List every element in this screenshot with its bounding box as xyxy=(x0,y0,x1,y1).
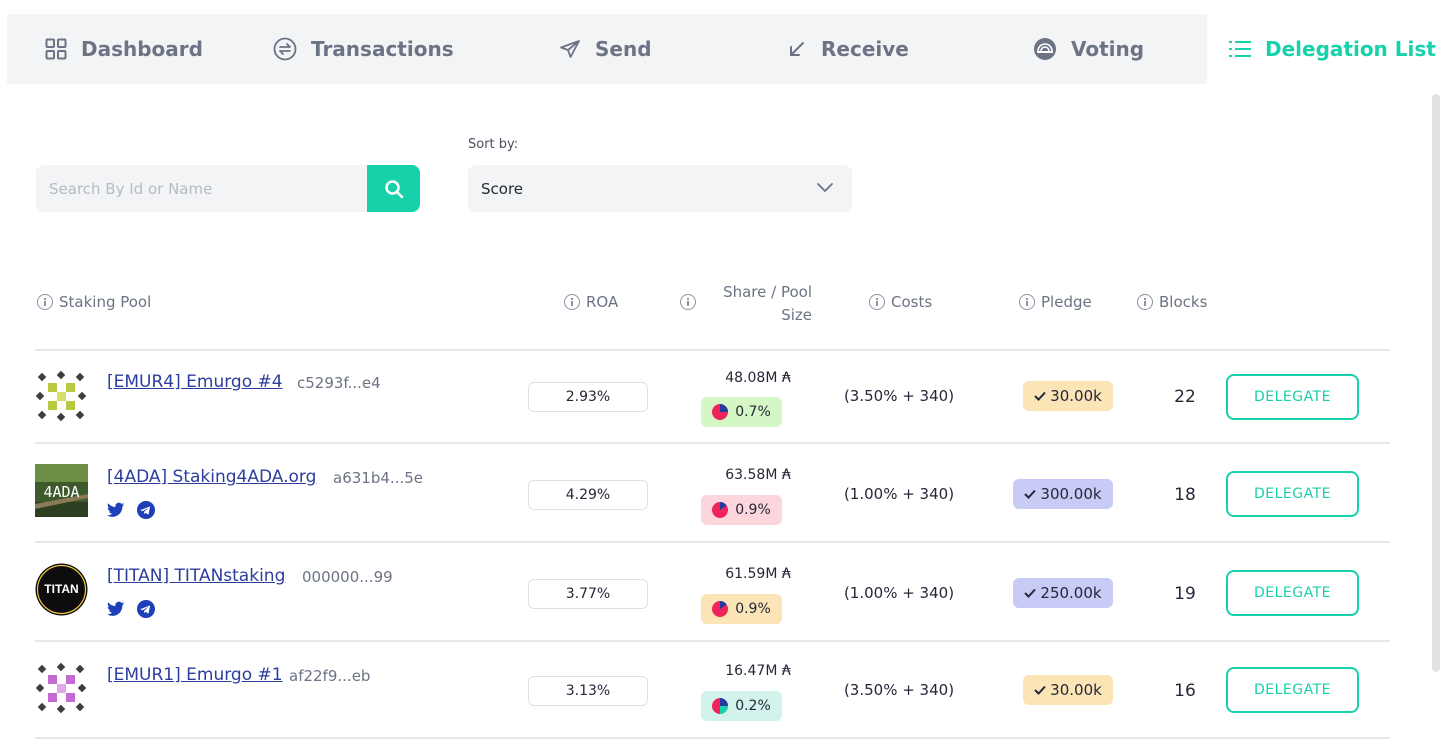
blocks-value: 18 xyxy=(1174,485,1196,505)
pledge-badge: 300.00k xyxy=(1013,479,1113,509)
header-staking-pool: Staking Pool xyxy=(37,293,151,311)
tab-delegation-list[interactable]: Delegation List xyxy=(1229,14,1436,84)
voting-icon xyxy=(1033,37,1057,61)
blocks-value: 22 xyxy=(1174,387,1196,407)
svg-text:4ADA: 4ADA xyxy=(43,483,79,501)
roa-value: 2.93% xyxy=(528,382,648,412)
twitter-icon[interactable] xyxy=(107,600,125,618)
send-icon xyxy=(559,38,581,60)
pool-id: c5293f...e4 xyxy=(297,374,381,392)
emurgo-green-logo xyxy=(35,370,87,422)
delegate-button[interactable]: DELEGATE xyxy=(1226,570,1359,616)
table-row: [EMUR1] Emurgo #1 af22f9...eb 3.13% 16.4… xyxy=(35,640,1390,737)
info-icon[interactable] xyxy=(1019,294,1035,310)
delegate-button[interactable]: DELEGATE xyxy=(1226,667,1359,713)
sort-value: Score xyxy=(481,179,524,198)
tab-label: Receive xyxy=(821,37,909,61)
check-icon xyxy=(1024,588,1037,598)
table-row: [EMUR4] Emurgo #4 c5293f...e4 2.93% 48.0… xyxy=(35,349,1390,444)
pool-id: 000000...99 xyxy=(302,568,393,586)
table-row: TITAN [TITAN] TITANstaking 000000...99 3… xyxy=(35,541,1390,640)
check-icon xyxy=(1024,489,1037,499)
search-input[interactable] xyxy=(36,165,368,212)
pledge-badge: 30.00k xyxy=(1023,381,1113,411)
search-icon xyxy=(384,179,403,198)
pool-size: 48.08M ₳ xyxy=(725,370,791,386)
telegram-icon[interactable] xyxy=(137,600,155,618)
telegram-icon[interactable] xyxy=(137,501,155,519)
info-icon[interactable] xyxy=(680,294,696,310)
tab-label: Transactions xyxy=(311,37,454,61)
roa-value: 3.77% xyxy=(528,579,648,609)
receive-icon xyxy=(787,39,807,59)
dashboard-icon xyxy=(45,38,67,60)
info-icon[interactable] xyxy=(869,294,885,310)
pool-size: 63.58M ₳ xyxy=(725,467,791,483)
pledge-badge: 30.00k xyxy=(1023,675,1113,705)
header-blocks: Blocks xyxy=(1137,293,1207,311)
info-icon[interactable] xyxy=(1137,294,1153,310)
tab-label: Send xyxy=(595,37,652,61)
pool-id: a631b4...5e xyxy=(333,469,423,487)
pool-name-link[interactable]: [TITAN] TITANstaking xyxy=(107,566,286,586)
info-icon[interactable] xyxy=(37,294,53,310)
delegate-button[interactable]: DELEGATE xyxy=(1226,471,1359,517)
roa-value: 3.13% xyxy=(528,676,648,706)
pie-chart-icon xyxy=(712,502,729,518)
share-badge: 0.7% xyxy=(701,397,782,427)
share-badge: 0.9% xyxy=(701,495,782,525)
svg-text:TITAN: TITAN xyxy=(44,582,78,596)
pool-size: 16.47M ₳ xyxy=(725,663,791,679)
tab-receive[interactable]: Receive xyxy=(787,14,909,84)
blocks-value: 16 xyxy=(1174,681,1196,701)
share-badge: 0.2% xyxy=(701,691,782,721)
tab-voting[interactable]: Voting xyxy=(1033,14,1144,84)
pool-name-link[interactable]: [EMUR4] Emurgo #4 xyxy=(107,372,283,392)
pledge-badge: 250.00k xyxy=(1013,578,1113,608)
table-row: 4ADA [4ADA] Staking4ADA.org a631b4...5e … xyxy=(35,442,1390,541)
costs-value: (1.00% + 340) xyxy=(843,584,955,602)
header-pledge: Pledge xyxy=(1019,293,1092,311)
blocks-value: 19 xyxy=(1174,584,1196,604)
tab-label: Delegation List xyxy=(1265,37,1436,61)
pool-id: af22f9...eb xyxy=(289,667,371,685)
costs-value: (1.00% + 340) xyxy=(843,485,955,503)
tab-dashboard[interactable]: Dashboard xyxy=(45,14,203,84)
tab-label: Dashboard xyxy=(81,37,203,61)
pie-chart-icon xyxy=(712,404,729,420)
header-costs: Costs xyxy=(869,293,932,311)
chevron-down-icon xyxy=(817,183,833,192)
pie-chart-icon xyxy=(712,698,729,714)
sort-select[interactable]: Score xyxy=(468,165,852,212)
info-icon[interactable] xyxy=(564,294,580,310)
check-icon xyxy=(1034,391,1046,401)
pool-size: 61.59M ₳ xyxy=(725,566,791,582)
4ada-logo: 4ADA xyxy=(35,464,88,517)
pool-name-link[interactable]: [4ADA] Staking4ADA.org xyxy=(107,467,317,487)
share-badge: 0.9% xyxy=(701,594,782,624)
emurgo-purple-logo xyxy=(35,662,87,714)
titan-logo: TITAN xyxy=(35,563,88,616)
scrollbar[interactable] xyxy=(1432,94,1440,672)
search-bar xyxy=(36,165,420,212)
roa-value: 4.29% xyxy=(528,480,648,510)
pool-name-link[interactable]: [EMUR1] Emurgo #1 xyxy=(107,665,283,685)
transactions-icon xyxy=(273,37,297,61)
tab-transactions[interactable]: Transactions xyxy=(273,14,454,84)
costs-value: (3.50% + 340) xyxy=(843,681,955,699)
header-roa: ROA xyxy=(564,293,618,311)
costs-value: (3.50% + 340) xyxy=(843,387,955,405)
sort-label: Sort by: xyxy=(468,137,519,152)
twitter-icon[interactable] xyxy=(107,501,125,519)
list-icon xyxy=(1229,39,1251,59)
table-divider xyxy=(35,737,1390,739)
tabs-background xyxy=(7,14,1207,84)
search-button[interactable] xyxy=(367,165,420,212)
tab-send[interactable]: Send xyxy=(559,14,652,84)
top-nav-tabs: Dashboard Transactions Send Receive xyxy=(7,14,1439,84)
tab-label: Voting xyxy=(1071,37,1145,61)
pie-chart-icon xyxy=(712,601,729,617)
delegate-button[interactable]: DELEGATE xyxy=(1226,374,1359,420)
check-icon xyxy=(1034,685,1046,695)
